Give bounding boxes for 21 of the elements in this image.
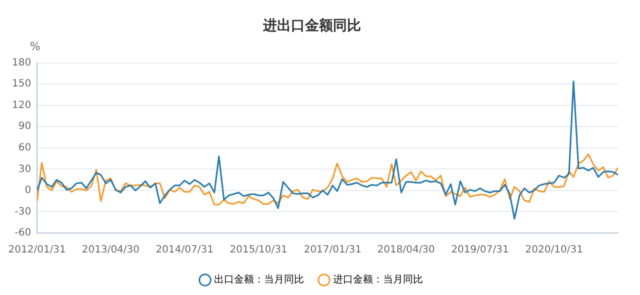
x-tick-label: 2015/10/31 <box>230 244 288 256</box>
y-tick-label: 30 <box>18 164 32 175</box>
y-axis-title: % <box>30 40 40 54</box>
x-tick-label: 2013/04/30 <box>82 244 140 256</box>
y-tick-label: 120 <box>12 100 32 111</box>
y-tick-label: 150 <box>12 78 32 90</box>
legend-label: 进口金额：当月同比 <box>333 274 423 286</box>
x-tick-label: 2020/10/31 <box>525 244 583 256</box>
chart-title: 进出口金额同比 <box>262 17 361 34</box>
legend-label: 出口金额：当月同比 <box>214 274 304 286</box>
x-tick-label: 2017/01/31 <box>304 244 362 256</box>
y-tick-label: 90 <box>18 121 32 132</box>
y-tick-label: 180 <box>12 57 32 68</box>
x-tick-label: 2012/01/31 <box>8 244 66 256</box>
y-tick-label: 60 <box>18 142 32 154</box>
x-tick-label: 2014/07/31 <box>156 244 214 256</box>
y-tick-label: -30 <box>14 206 32 218</box>
y-tick-label: 0 <box>24 185 32 196</box>
y-tick-label: -60 <box>14 228 32 239</box>
x-tick-label: 2019/07/31 <box>451 244 509 256</box>
x-tick-label: 2018/04/30 <box>377 244 435 256</box>
